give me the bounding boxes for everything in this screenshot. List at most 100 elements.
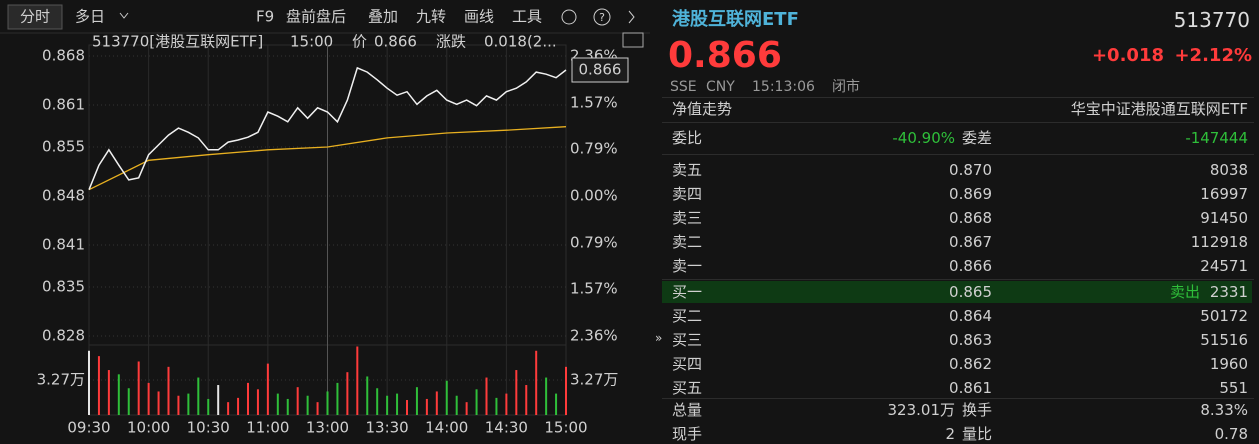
book-price: 0.869 bbox=[949, 185, 992, 203]
chart-header: 15:00 bbox=[290, 33, 333, 51]
x-tick-label: 11:00 bbox=[246, 419, 289, 437]
x-tick-label: 09:30 bbox=[67, 419, 110, 437]
book-label: 买二 bbox=[672, 307, 703, 325]
volume-bar bbox=[276, 393, 279, 415]
book-label: 卖二 bbox=[672, 233, 703, 251]
volume-bar bbox=[535, 350, 538, 415]
chart-header: 涨跌 bbox=[436, 33, 466, 51]
book-price: 0.863 bbox=[949, 331, 992, 349]
volume-bar bbox=[415, 387, 418, 415]
volume-bar bbox=[237, 397, 240, 415]
book-label: 卖五 bbox=[672, 161, 703, 179]
x-tick-label: 14:30 bbox=[485, 419, 528, 437]
toolbar-item[interactable]: 盘前盘后 bbox=[286, 8, 346, 26]
volume-bar bbox=[117, 374, 120, 415]
chart-header: 价 bbox=[352, 33, 367, 51]
stat-label: 换手 bbox=[962, 401, 993, 419]
toolbar-tab[interactable]: 多日 bbox=[75, 8, 105, 26]
book-volume: 551 bbox=[1219, 379, 1248, 397]
x-tick-label: 10:00 bbox=[127, 419, 170, 437]
y2-tick-label: 0.79% bbox=[570, 140, 618, 158]
y2-tick-label: 2.36% bbox=[570, 327, 618, 345]
volume-bar bbox=[207, 398, 210, 415]
volume-bar bbox=[177, 395, 180, 415]
volume-bar bbox=[266, 363, 269, 415]
quote-meta: 闭市 bbox=[832, 79, 860, 95]
quote-name: 港股互联网ETF bbox=[672, 9, 799, 30]
price-line bbox=[88, 66, 567, 190]
help-icon[interactable] bbox=[593, 8, 611, 26]
chart-panel: ? 分时 多日 F9 盘前盘后 叠加 九转 画线 工具 513770[港股互联网ETF] 15:0… bbox=[0, 4, 650, 437]
book-price: 0.865 bbox=[949, 283, 992, 301]
volume-bar bbox=[247, 382, 249, 415]
settings-icon[interactable] bbox=[561, 9, 577, 25]
volume-bar bbox=[147, 382, 150, 415]
book-volume: 8038 bbox=[1209, 161, 1248, 179]
volume-bar bbox=[525, 385, 528, 415]
diff: -147444 bbox=[1185, 129, 1248, 147]
volume-bar bbox=[167, 366, 170, 415]
volume-bar bbox=[425, 398, 428, 415]
book-label: 买一 bbox=[672, 283, 703, 301]
stat-label: 总量 bbox=[672, 401, 703, 419]
volume-bar bbox=[356, 346, 359, 415]
diff-label: 委差 bbox=[962, 129, 993, 147]
book-price: 0.862 bbox=[949, 355, 992, 373]
volume-bar bbox=[475, 389, 478, 415]
volume-bar bbox=[137, 361, 140, 415]
y-tick-label: 0.855 bbox=[42, 138, 85, 156]
book-label: 卖一 bbox=[672, 257, 703, 275]
chart-header: 0.866 bbox=[374, 33, 417, 51]
volume-bar bbox=[306, 395, 309, 415]
volume-bar bbox=[296, 387, 299, 415]
toolbar-item[interactable]: 叠加 bbox=[368, 8, 398, 26]
ratio: -40.90% bbox=[892, 129, 955, 147]
collapse-icon[interactable]: » bbox=[655, 331, 663, 345]
price-tag bbox=[571, 57, 629, 83]
quote-change-pct: +2.12% bbox=[1174, 45, 1252, 66]
toolbar-item[interactable]: 九转 bbox=[416, 8, 446, 26]
quote-meta: SSE bbox=[670, 79, 697, 95]
volume-bar bbox=[545, 377, 548, 415]
separator bbox=[662, 279, 1254, 280]
y-tick-label: 0.861 bbox=[42, 96, 85, 114]
x-tick-label: 15:00 bbox=[544, 419, 587, 437]
volume-bar bbox=[227, 402, 230, 415]
book-label: 卖三 bbox=[672, 209, 703, 227]
dropdown-icon[interactable] bbox=[119, 12, 129, 19]
wp-icon[interactable] bbox=[622, 32, 644, 48]
y-tick-label: 0.848 bbox=[42, 187, 85, 205]
quote-change: +0.018 bbox=[1091, 45, 1164, 66]
quote-meta: 15:13:06 bbox=[752, 79, 815, 95]
chart-header: 0.018(2... bbox=[484, 33, 557, 51]
stat-value: 8.33% bbox=[1200, 401, 1248, 419]
book-volume: 2331 bbox=[1209, 283, 1248, 301]
volume-bar bbox=[326, 391, 329, 415]
y-tick-label: 0.841 bbox=[42, 236, 85, 254]
toolbar-tab[interactable]: 分时 bbox=[20, 8, 50, 26]
book-price: 0.867 bbox=[949, 233, 992, 251]
y2-tick-label: 1.57% bbox=[570, 93, 618, 111]
y-tick-label: 0.835 bbox=[42, 278, 85, 296]
volume-bar bbox=[555, 393, 558, 415]
book-price: 0.864 bbox=[949, 307, 992, 325]
stat-label: 量比 bbox=[962, 425, 993, 443]
help-glyph: ? bbox=[599, 11, 605, 24]
book-price: 0.868 bbox=[949, 209, 992, 227]
book-price: 0.870 bbox=[949, 161, 992, 179]
toolbar-item[interactable]: F9 bbox=[256, 8, 274, 26]
volume-tick-label: 3.27万 bbox=[570, 371, 618, 389]
volume-bar bbox=[197, 377, 200, 415]
book-label: 买五 bbox=[672, 379, 703, 397]
stat-value: 0.78 bbox=[1214, 425, 1248, 443]
next-icon[interactable] bbox=[628, 10, 635, 24]
price-tag-label: 0.866 bbox=[579, 61, 622, 79]
chart-header: 513770[港股互联网ETF] bbox=[92, 33, 263, 51]
tab-box[interactable] bbox=[7, 4, 63, 30]
x-tick-label: 10:30 bbox=[187, 419, 230, 437]
volume-bar bbox=[406, 400, 408, 415]
toolbar-item[interactable]: 工具 bbox=[512, 8, 542, 26]
volume-bar bbox=[465, 402, 468, 415]
quote-price: 0.866 bbox=[668, 35, 782, 76]
toolbar-item[interactable]: 画线 bbox=[464, 8, 494, 26]
